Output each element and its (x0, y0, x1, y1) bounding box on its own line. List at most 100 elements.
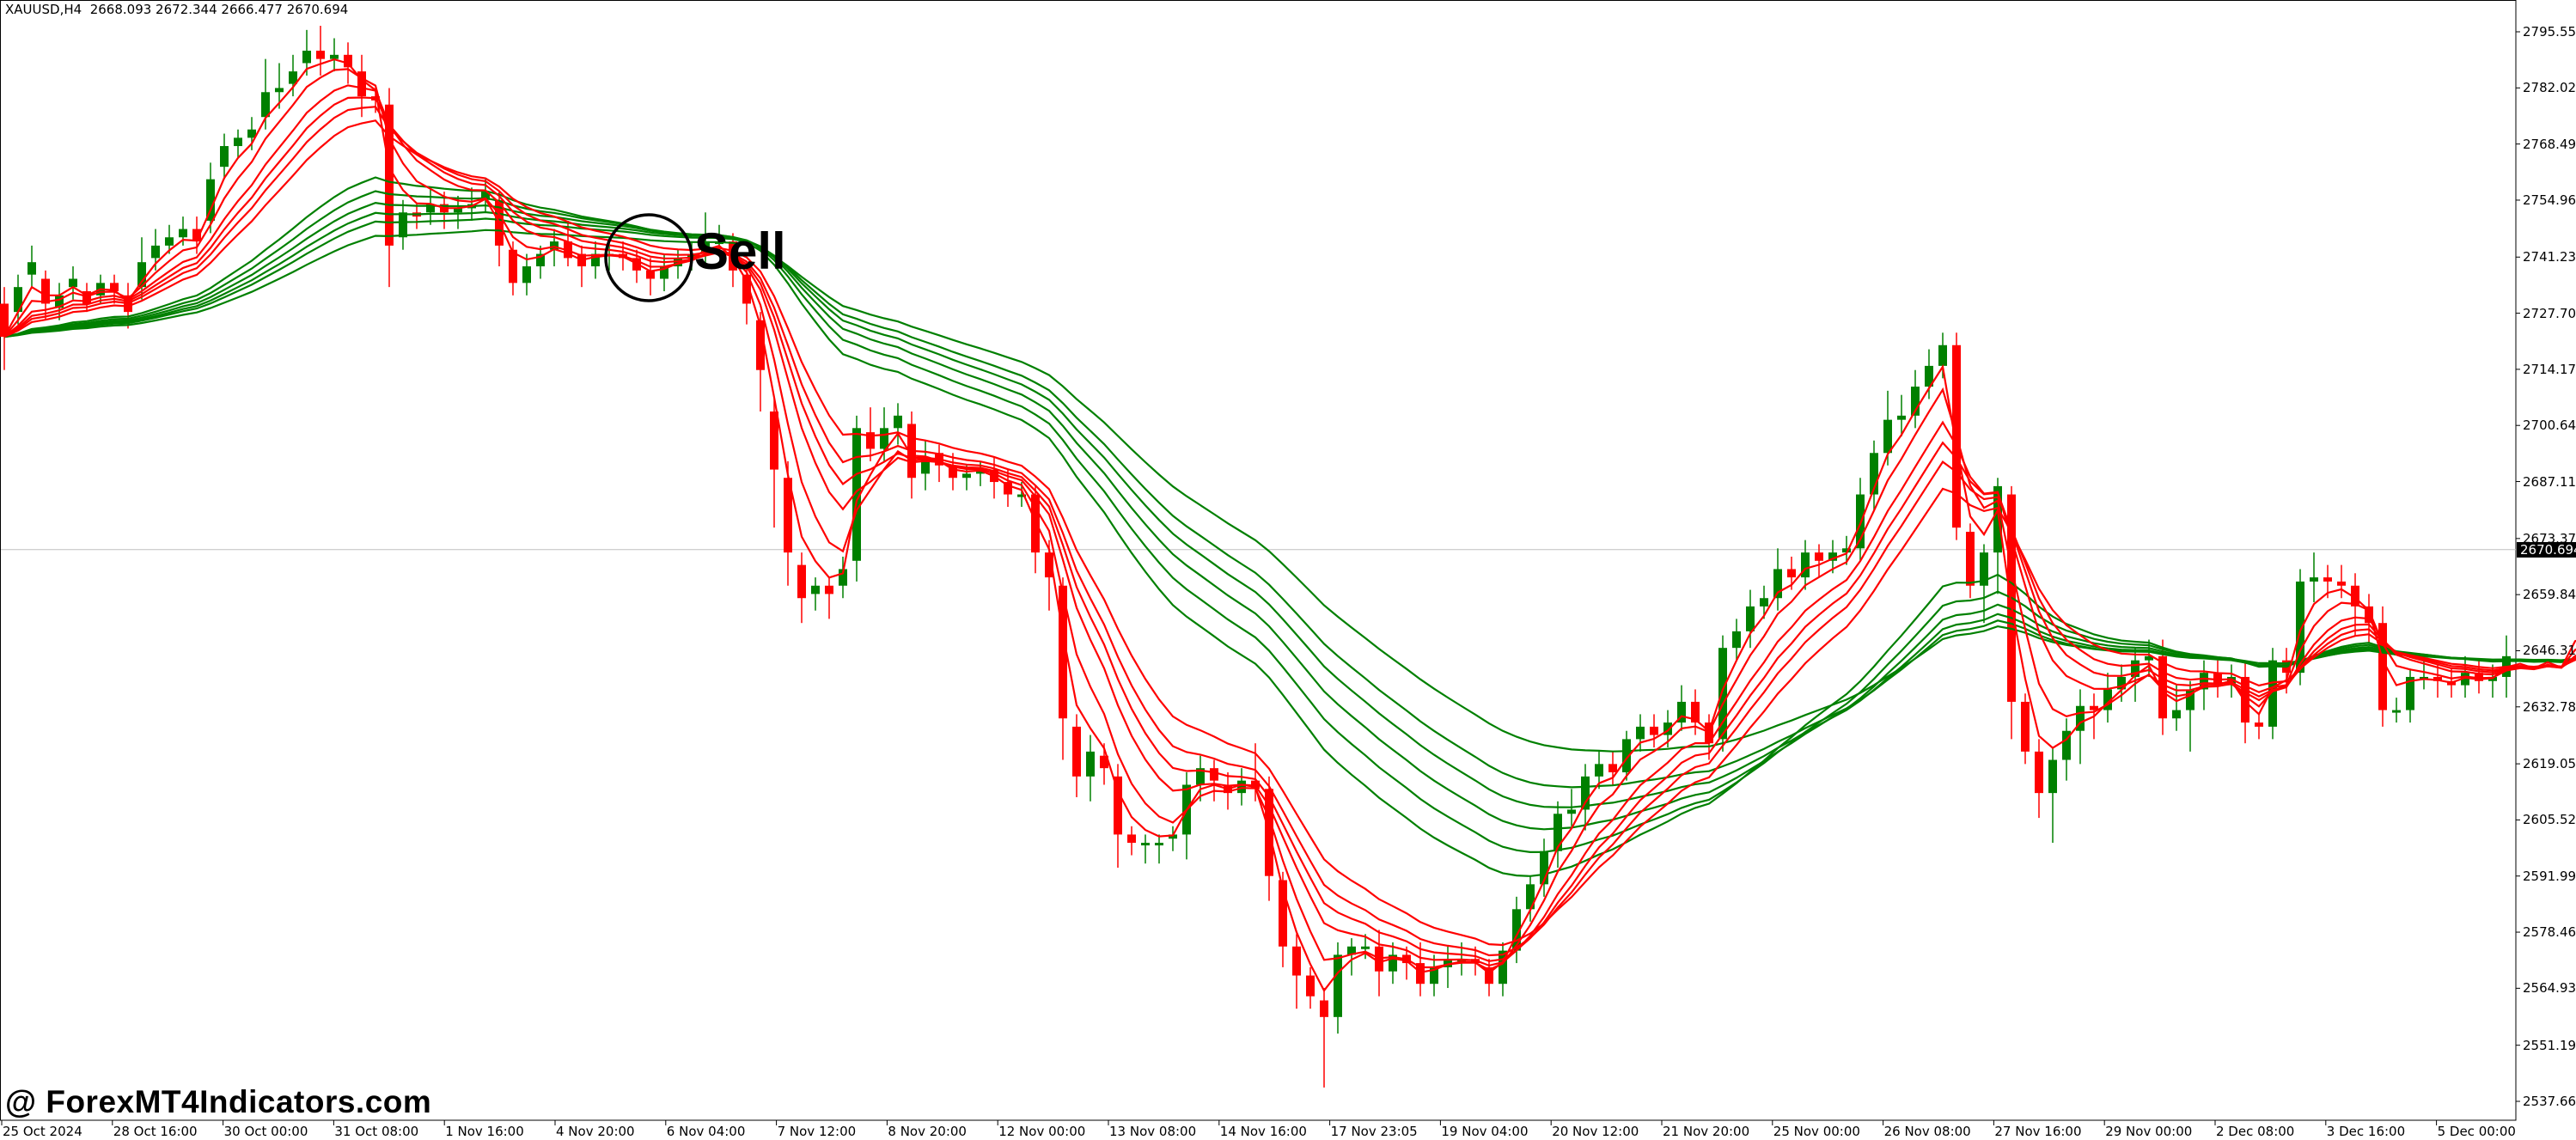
bull-candle[interactable] (921, 440, 930, 491)
bull-candle[interactable] (1925, 349, 1933, 399)
bear-candle[interactable] (1265, 776, 1273, 901)
bull-candle[interactable] (1554, 801, 1562, 869)
bull-candle[interactable] (2103, 673, 2112, 723)
bull-candle[interactable] (1334, 942, 1342, 1034)
bull-candle[interactable] (220, 133, 229, 180)
bull-candle[interactable] (2296, 569, 2304, 686)
bull-candle[interactable] (1911, 369, 1920, 429)
bear-candle[interactable] (797, 552, 806, 624)
bull-candle[interactable] (522, 253, 531, 296)
bear-candle[interactable] (646, 258, 655, 296)
bull-candle[interactable] (137, 237, 146, 300)
bull-candle[interactable] (701, 212, 710, 267)
bull-candle[interactable] (247, 117, 256, 150)
bull-candle[interactable] (1842, 535, 1851, 565)
bull-candle[interactable] (1237, 768, 1246, 806)
bear-candle[interactable] (1059, 577, 1067, 760)
bull-candle[interactable] (2310, 552, 2318, 603)
bear-candle[interactable] (509, 241, 517, 296)
bear-candle[interactable] (825, 577, 833, 619)
bear-candle[interactable] (770, 399, 778, 528)
bear-candle[interactable] (1815, 544, 1823, 578)
bull-candle[interactable] (2392, 698, 2401, 723)
bull-candle[interactable] (1677, 685, 1686, 731)
bull-candle[interactable] (1581, 764, 1590, 831)
bear-candle[interactable] (2255, 714, 2263, 740)
bull-candle[interactable] (2172, 685, 2181, 731)
bull-candle[interactable] (165, 224, 174, 254)
bull-candle[interactable] (1526, 875, 1535, 922)
bear-candle[interactable] (1072, 714, 1081, 797)
bull-candle[interactable] (234, 129, 242, 159)
bull-candle[interactable] (1155, 834, 1163, 864)
bull-candle[interactable] (1430, 954, 1438, 997)
bear-candle[interactable] (1210, 759, 1218, 802)
bull-candle[interactable] (1347, 938, 1356, 976)
bear-candle[interactable] (949, 453, 957, 491)
bear-candle[interactable] (1320, 988, 1328, 1088)
bull-candle[interactable] (839, 556, 847, 599)
bear-candle[interactable] (0, 287, 9, 370)
bear-candle[interactable] (784, 460, 792, 586)
bear-candle[interactable] (577, 245, 586, 288)
bull-candle[interactable] (1389, 942, 1397, 985)
bull-candle[interactable] (206, 162, 215, 234)
bull-candle[interactable] (1636, 714, 1645, 752)
bull-candle[interactable] (1622, 730, 1631, 781)
bear-candle[interactable] (2021, 693, 2030, 765)
bear-candle[interactable] (1127, 826, 1136, 856)
bull-candle[interactable] (14, 274, 22, 325)
bear-candle[interactable] (2158, 639, 2167, 735)
bull-candle[interactable] (1773, 548, 1782, 611)
bull-candle[interactable] (1499, 942, 1507, 997)
bull-candle[interactable] (550, 229, 559, 267)
bull-candle[interactable] (1856, 478, 1865, 561)
bull-candle[interactable] (1760, 585, 1768, 619)
bull-candle[interactable] (2048, 747, 2057, 844)
bear-candle[interactable] (1966, 523, 1975, 599)
bull-candle[interactable] (2406, 668, 2414, 723)
bull-candle[interactable] (1361, 934, 1370, 960)
bear-candle[interactable] (2433, 664, 2442, 698)
bull-candle[interactable] (1732, 619, 1741, 661)
bull-candle[interactable] (894, 403, 902, 445)
bull-candle[interactable] (399, 199, 407, 250)
bull-candle[interactable] (660, 253, 668, 291)
bull-candle[interactable] (1196, 755, 1205, 802)
bull-candle[interactable] (536, 245, 545, 279)
bull-candle[interactable] (69, 266, 77, 300)
bear-candle[interactable] (2378, 606, 2387, 727)
bear-candle[interactable] (2035, 739, 2043, 819)
bull-candle[interactable] (1746, 589, 1755, 649)
bear-candle[interactable] (1292, 934, 1301, 1009)
bear-candle[interactable] (2337, 564, 2346, 599)
bull-candle[interactable] (2062, 718, 2071, 781)
bull-candle[interactable] (330, 38, 339, 72)
bull-candle[interactable] (1897, 394, 1906, 436)
bear-candle[interactable] (385, 88, 394, 288)
bull-candle[interactable] (1086, 735, 1095, 802)
bull-candle[interactable] (591, 241, 600, 279)
bear-candle[interactable] (357, 54, 366, 118)
bull-candle[interactable] (1828, 540, 1837, 574)
bull-candle[interactable] (275, 63, 284, 109)
bull-candle[interactable] (852, 415, 861, 582)
bear-candle[interactable] (412, 204, 421, 229)
bull-candle[interactable] (1512, 896, 1521, 964)
bull-candle[interactable] (27, 245, 36, 288)
bear-candle[interactable] (1031, 485, 1040, 574)
bear-candle[interactable] (1306, 966, 1315, 1009)
bull-candle[interactable] (1718, 635, 1727, 752)
bull-candle[interactable] (1870, 440, 1878, 511)
bear-candle[interactable] (2475, 660, 2483, 694)
bull-candle[interactable] (1540, 838, 1548, 897)
bear-candle[interactable] (1114, 764, 1122, 869)
bull-candle[interactable] (289, 54, 297, 97)
bear-candle[interactable] (316, 26, 325, 76)
bear-candle[interactable] (1650, 714, 1658, 748)
bear-candle[interactable] (866, 407, 875, 461)
bull-candle[interactable] (811, 577, 820, 611)
bull-candle[interactable] (1141, 834, 1150, 864)
